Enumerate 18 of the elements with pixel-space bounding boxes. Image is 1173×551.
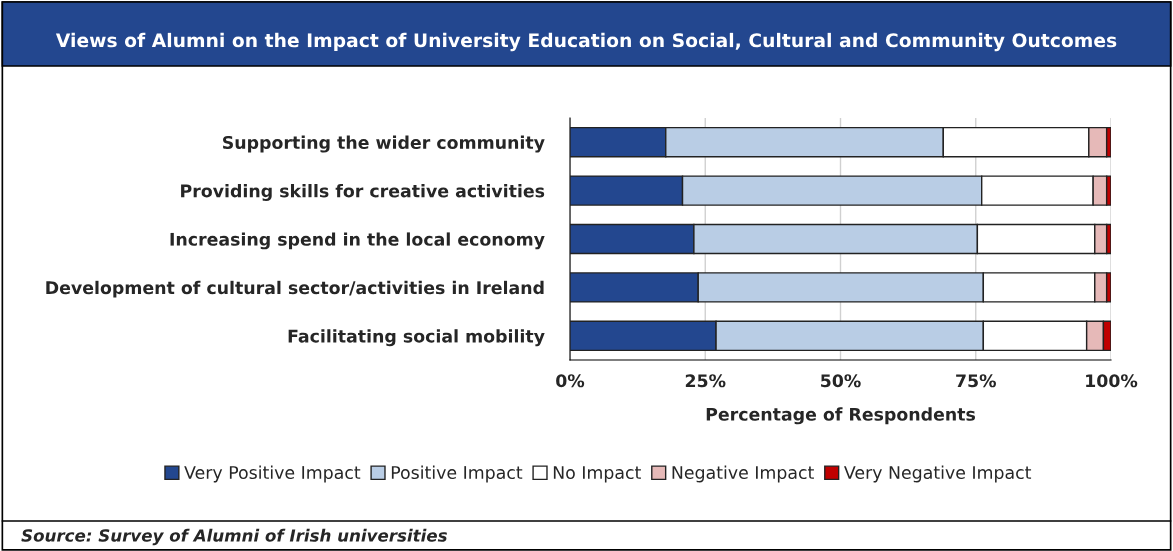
- y-tick-label: Supporting the wider community: [223, 135, 545, 153]
- legend-label: Positive Impact: [391, 465, 523, 483]
- legend-label: Negative Impact: [672, 465, 814, 483]
- x-tick-label: 50%: [821, 374, 861, 388]
- y-tick-label: Development of cultural sector/activities in Ireland: [46, 280, 544, 298]
- chart-title: Views of Alumni on the Impact of University Education on Social, Cultural and Community Outcomes: [55, 32, 1117, 52]
- legend-label: No Impact: [553, 466, 641, 483]
- y-tick-label: Increasing spend in the local economy: [170, 232, 545, 250]
- legend-label: Very Negative Impact: [844, 465, 1032, 483]
- x-tick-label: 0%: [556, 374, 585, 388]
- legend-label: Very Positive Impact: [184, 465, 361, 483]
- source-note: Source: Survey of Alumni of Irish universities: [21, 528, 447, 546]
- y-tick-label: Facilitating social mobility: [288, 329, 545, 347]
- y-tick-label: Providing skills for creative activities: [181, 184, 545, 201]
- x-tick-label: 100%: [1086, 374, 1138, 388]
- x-axis-title: Percentage of Respondents: [706, 407, 976, 425]
- x-tick-label: 25%: [685, 374, 726, 388]
- x-tick-label: 75%: [956, 374, 996, 388]
